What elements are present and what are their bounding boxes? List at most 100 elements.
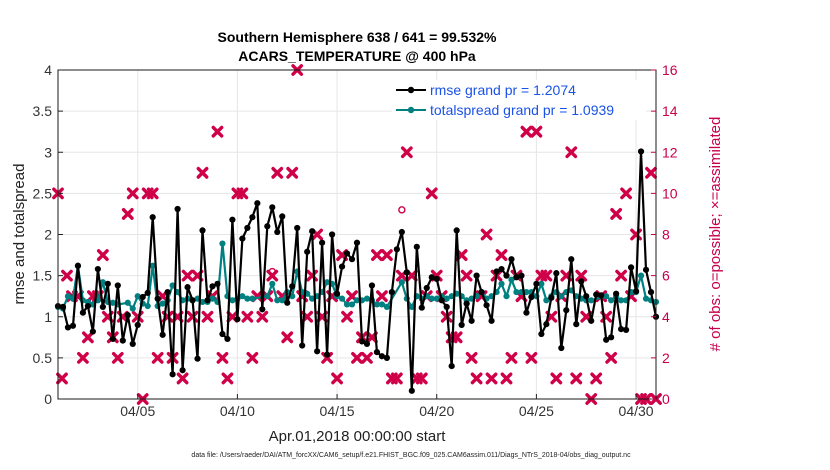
y-right-tick-label: 8: [662, 227, 670, 243]
obs-assimilated-marker: [390, 372, 403, 385]
rmse-point: [89, 328, 96, 335]
rmse-point: [189, 297, 196, 304]
obs-assimilated-marker: [221, 372, 234, 385]
rmse-point: [647, 288, 655, 296]
rmse-point: [518, 272, 525, 279]
rmse-point: [468, 317, 475, 324]
legend-totalspread-label: totalspread grand pr = 1.0939: [430, 102, 614, 118]
totalspread-point: [149, 262, 156, 269]
rmse-point: [69, 322, 77, 329]
rmse-point: [358, 338, 366, 345]
rmse-point: [438, 297, 445, 304]
rmse-point: [119, 337, 126, 344]
totalspread-point: [608, 297, 615, 304]
totalspread-point: [603, 293, 610, 300]
chart-subtitle: ACARS_TEMPERATURE @ 400 hPa: [238, 48, 476, 64]
rmse-point: [174, 205, 181, 213]
rmse-point: [224, 335, 231, 343]
rmse-point: [593, 291, 600, 298]
rmse-point: [533, 280, 540, 287]
obs-assimilated-marker: [590, 372, 603, 385]
totalspread-point: [498, 280, 505, 287]
totalspread-point: [239, 293, 246, 300]
rmse-point: [214, 280, 221, 287]
footer-data-file: data file: /Users/raeder/DAI/ATM_forcXX/…: [191, 452, 631, 459]
obs-assimilated-marker: [146, 187, 159, 200]
rmse-point: [368, 282, 376, 289]
rmse-point: [219, 330, 226, 338]
obs-assimilated-marker: [425, 187, 438, 200]
obs-assimilated-marker: [540, 269, 553, 282]
rmse-point: [413, 243, 420, 250]
rmse-point: [184, 284, 191, 291]
rmse-point: [428, 274, 435, 281]
obs-assimilated-marker: [480, 228, 493, 241]
obs-assimilated-marker: [56, 372, 68, 385]
rmse-point: [448, 363, 455, 370]
y-left-tick-label: 2.5: [33, 185, 53, 201]
rmse-point: [363, 340, 371, 347]
rmse-point: [249, 214, 256, 221]
obs-assimilated-marker: [201, 310, 214, 323]
rmse-point: [274, 228, 281, 236]
totalspread-point: [398, 279, 405, 286]
totalspread-point: [264, 293, 271, 300]
series-obs_possible: [268, 206, 406, 276]
rmse-point: [603, 336, 610, 343]
obs-assimilated-marker: [96, 249, 109, 261]
y-right-label: # of obs: o=possible; ×=assimilated: [707, 117, 724, 352]
rmse-point: [348, 256, 356, 263]
rmse-point: [204, 297, 211, 304]
rmse-point: [398, 228, 405, 236]
totalspread-point: [338, 295, 346, 302]
obs-assimilated-marker: [77, 351, 89, 364]
obs-assimilated-marker: [520, 125, 533, 138]
obs-assimilated-marker: [645, 166, 657, 179]
obs-assimilated-marker: [570, 372, 583, 385]
totalspread-point: [508, 276, 515, 283]
rmse-point: [418, 304, 425, 311]
rmse-point: [154, 295, 161, 302]
x-tick-label: 04/15: [320, 403, 355, 419]
rmse-point: [373, 349, 381, 356]
y-left-tick-label: 2: [44, 227, 52, 243]
rmse-point: [483, 302, 490, 309]
rmse-point: [234, 316, 241, 323]
rmse-point: [294, 224, 301, 232]
rmse-point: [139, 293, 146, 301]
totalspread-point: [229, 297, 236, 304]
rmse-point: [488, 317, 495, 324]
rmse-point: [578, 278, 585, 285]
rmse-point: [583, 293, 590, 300]
totalspread-point: [642, 295, 650, 302]
obs-assimilated-marker: [550, 372, 563, 385]
rmse-point: [289, 283, 296, 290]
rmse-point: [623, 326, 630, 334]
rmse-point: [109, 335, 116, 343]
rmse-point: [453, 227, 460, 234]
obs-assimilated-marker: [121, 208, 134, 220]
y-left-tick-label: 3: [44, 144, 52, 160]
obs-assimilated-marker: [126, 187, 139, 200]
rmse-point: [463, 300, 470, 307]
rmse-point: [149, 214, 156, 221]
y-left-tick-label: 1: [44, 309, 52, 325]
obs-assimilated-marker: [61, 269, 73, 282]
rmse-point: [304, 248, 311, 255]
rmse-point: [144, 289, 151, 296]
rmse-point: [503, 272, 510, 279]
totalspread-point: [269, 280, 276, 287]
obs-assimilated-marker: [151, 351, 164, 364]
rmse-point: [493, 268, 500, 275]
obs-assimilated-marker: [610, 208, 623, 220]
rmse-point: [134, 321, 141, 329]
series-rmse: [54, 148, 660, 394]
obs-assimilated-marker: [495, 249, 508, 261]
legend-marker-totalspread: [407, 106, 415, 114]
totalspread-point: [408, 303, 415, 310]
obs-assimilated-marker: [460, 269, 473, 282]
totalspread-point: [538, 280, 545, 287]
rmse-point: [523, 309, 530, 316]
x-tick-label: 04/20: [419, 403, 454, 419]
